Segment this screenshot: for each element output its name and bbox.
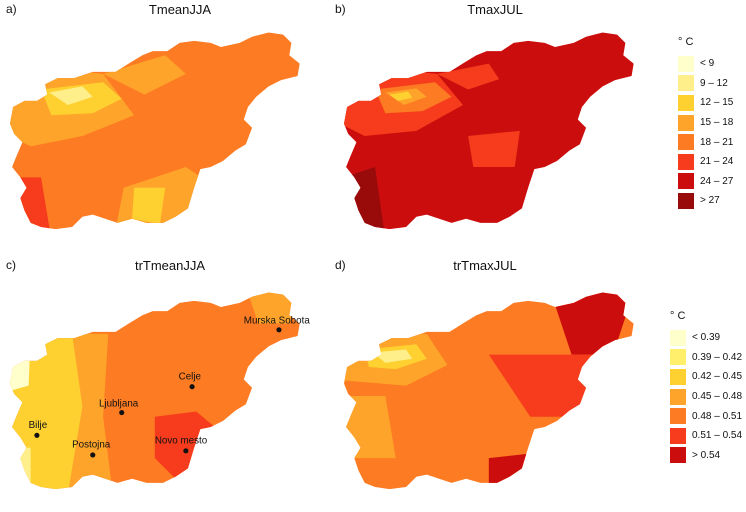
city-label-bilje: Bilje	[29, 420, 48, 431]
panel-c-letter: c)	[6, 258, 16, 272]
legend-unit: ° C	[670, 310, 686, 322]
panel-b-title: TmaxJUL	[467, 2, 523, 17]
legend-temperature-swatch	[678, 173, 694, 190]
legend-trend-item: 0.45 – 0.48	[670, 387, 742, 407]
legend-temperature-item: 12 – 15	[678, 93, 733, 113]
legend-trend-item: 0.39 – 0.42	[670, 348, 742, 368]
legend-trend-swatch	[670, 427, 686, 444]
legend-temperature-label: 18 – 21	[700, 136, 734, 148]
legend-trend-swatch	[670, 388, 686, 405]
legend-temperature-label: < 9	[700, 58, 715, 70]
city-dot-postojna	[90, 452, 96, 458]
legend-temperature-label: 15 – 18	[700, 117, 734, 129]
map-panel-d	[344, 292, 634, 490]
legend-temperature-label: 24 – 27	[700, 175, 734, 187]
legend-temperature-item: > 27	[678, 191, 733, 211]
legend-temperature-swatch	[678, 153, 694, 170]
legend-trend-label: > 0.54	[692, 449, 721, 461]
city-label-celje: Celje	[179, 371, 202, 382]
panel-d-letter: d)	[335, 258, 346, 272]
city-label-novo-mesto: Novo mesto	[155, 436, 208, 447]
legend-trend: ° C < 0.39 0.39 – 0.42 0.42 – 0.45 0.45 – 0…	[670, 310, 742, 465]
legend-temperature-item: 9 – 12	[678, 74, 733, 94]
city-dot-bilje	[34, 432, 40, 438]
panel-d-title: trTmaxJUL	[453, 258, 517, 273]
legend-temperature-swatch	[678, 55, 694, 72]
legend-unit: ° C	[678, 36, 694, 48]
map-panel-a	[10, 32, 300, 230]
legend-trend-label: 0.51 – 0.54	[692, 430, 743, 442]
legend-trend-swatch	[670, 368, 686, 385]
legend-trend-swatch	[670, 349, 686, 366]
legend-temperature-swatch	[678, 114, 694, 131]
legend-trend-label: < 0.39	[692, 332, 721, 344]
legend-trend-label: 0.45 – 0.48	[692, 391, 743, 403]
city-label-ljubljana: Ljubljana	[99, 398, 139, 409]
panel-a-title: TmeanJJA	[148, 2, 212, 17]
legend-trend-item: < 0.39	[670, 328, 742, 348]
city-dot-murska-sobota	[276, 327, 282, 333]
panel-a-letter: a)	[6, 2, 17, 16]
legend-trend-swatch	[670, 329, 686, 346]
legend-temperature-label: 9 – 12	[700, 77, 728, 89]
legend-trend-item: 0.48 – 0.51	[670, 406, 742, 426]
legend-trend-item: 0.42 – 0.45	[670, 367, 742, 387]
panel-c-title: trTmeanJJA	[134, 258, 206, 273]
legend-temperature-label: > 27	[700, 195, 720, 207]
legend-trend-item: > 0.54	[670, 446, 742, 466]
legend-trend-item: 0.51 – 0.54	[670, 426, 742, 446]
city-markers: Murska Sobota Celje Ljubljana Bilje Post…	[29, 316, 310, 458]
legend-trend-label: 0.39 – 0.42	[692, 351, 743, 363]
legend-temperature-label: 12 – 15	[700, 97, 734, 109]
legend-trend-swatch	[670, 408, 686, 425]
panel-b-letter: b)	[335, 2, 346, 16]
legend-trend-label: 0.42 – 0.45	[692, 371, 743, 383]
legend-temperature-swatch	[678, 75, 694, 92]
map-panel-b	[344, 32, 634, 230]
map-panel-c: Murska Sobota Celje Ljubljana Bilje Post…	[10, 292, 310, 490]
legend-trend-swatch	[670, 447, 686, 464]
legend-temperature-item: 24 – 27	[678, 172, 733, 192]
city-label-postojna: Postojna	[72, 440, 111, 451]
city-dot-celje	[189, 384, 195, 390]
legend-temperature-label: 21 – 24	[700, 156, 734, 168]
legend-temperature-item: < 9	[678, 54, 733, 74]
legend-temperature-item: 18 – 21	[678, 132, 733, 152]
legend-temperature-swatch	[678, 134, 694, 151]
legend-temperature: ° C < 9 9 – 12 12 – 15 15 – 18 18 – 21 21 – 2…	[678, 36, 733, 211]
city-dot-novo-mesto	[183, 448, 189, 454]
legend-temperature-item: 21 – 24	[678, 152, 733, 172]
legend-trend-label: 0.48 – 0.51	[692, 410, 743, 422]
city-label-murska-sobota: Murska Sobota	[244, 316, 310, 327]
city-dot-ljubljana	[119, 409, 125, 416]
legend-temperature-swatch	[678, 94, 694, 111]
legend-temperature-swatch	[678, 192, 694, 209]
legend-temperature-item: 15 – 18	[678, 113, 733, 133]
